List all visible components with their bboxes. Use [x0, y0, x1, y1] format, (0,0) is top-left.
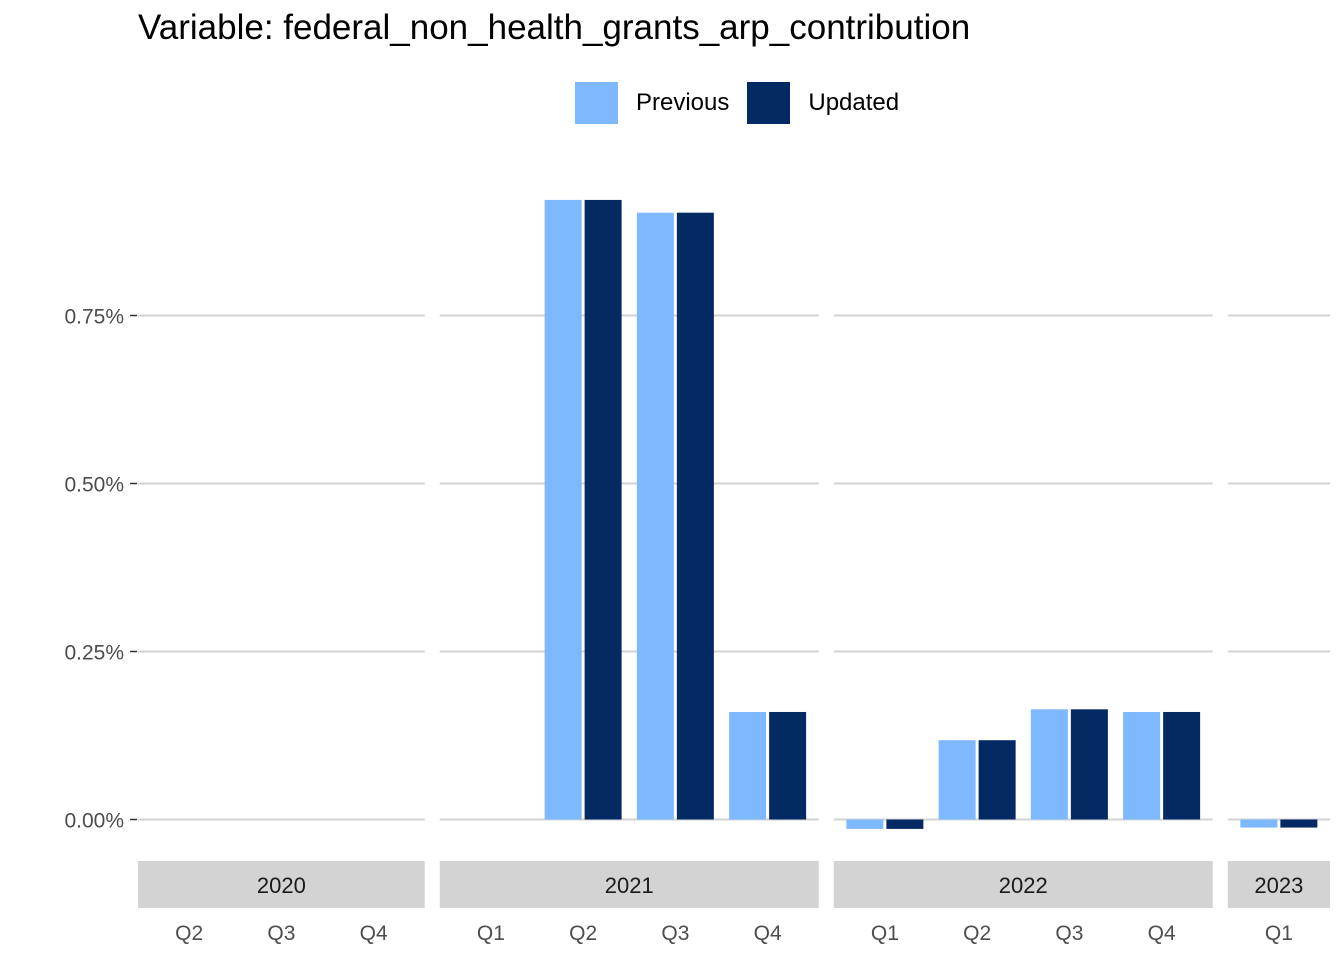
legend-swatch-updated	[747, 82, 791, 124]
bar-2022-Q1-updated	[886, 819, 924, 829]
legend: Previous Updated	[575, 82, 917, 124]
bar-2022-Q4-previous	[1123, 711, 1161, 820]
x-tick-label: Q3	[1055, 922, 1083, 945]
facet-strip-label: 2020	[257, 873, 306, 898]
facet-strip	[138, 861, 425, 908]
bar-2022-Q3-updated	[1070, 709, 1108, 820]
x-tick-label: Q4	[1148, 922, 1176, 945]
bar-2022-Q2-previous	[938, 740, 976, 820]
x-tick-label: Q1	[871, 922, 899, 945]
x-tick-label: Q3	[267, 922, 295, 945]
x-tick-label: Q2	[569, 922, 597, 945]
bar-2022-Q2-updated	[978, 740, 1016, 820]
facet-strip	[439, 861, 819, 908]
legend-label-updated: Updated	[808, 89, 900, 116]
facet-strip-label: 2023	[1254, 873, 1303, 898]
facet-strip-label: 2022	[999, 873, 1048, 898]
bar-2021-Q3-updated	[676, 212, 714, 820]
bar-2023-Q1-updated	[1280, 819, 1318, 828]
legend-item-previous: Previous	[575, 82, 729, 124]
bar-2021-Q4-previous	[729, 711, 767, 820]
bar-2022-Q3-previous	[1030, 709, 1068, 820]
x-tick-label: Q1	[477, 922, 505, 945]
x-tick-label: Q2	[175, 922, 203, 945]
x-tick-label: Q4	[360, 922, 388, 945]
bar-2021-Q3-previous	[636, 212, 674, 820]
x-tick-label: Q3	[661, 922, 689, 945]
legend-item-updated: Updated	[747, 82, 899, 124]
y-tick-label: 0.75%	[64, 306, 124, 329]
bar-2021-Q4-updated	[769, 711, 807, 820]
facet-strip-label: 2021	[605, 873, 654, 898]
x-tick-label: Q2	[963, 922, 991, 945]
legend-swatch-previous	[575, 82, 618, 124]
bar-2021-Q2-updated	[584, 199, 622, 820]
facet-strip	[833, 861, 1213, 908]
bar-2021-Q2-previous	[544, 199, 582, 820]
facet-strip	[1227, 861, 1330, 908]
bar-2023-Q1-previous	[1240, 819, 1278, 828]
y-tick-label: 0.00%	[64, 810, 124, 833]
bar-2022-Q1-previous	[846, 819, 884, 829]
y-tick-label: 0.25%	[64, 642, 124, 665]
y-tick-label: 0.50%	[64, 474, 124, 497]
bar-2022-Q4-updated	[1163, 711, 1201, 820]
legend-label-previous: Previous	[636, 89, 730, 116]
x-tick-label: Q1	[1265, 922, 1293, 945]
x-tick-label: Q4	[754, 922, 782, 945]
chart-title: Variable: federal_non_health_grants_arp_…	[138, 8, 971, 47]
